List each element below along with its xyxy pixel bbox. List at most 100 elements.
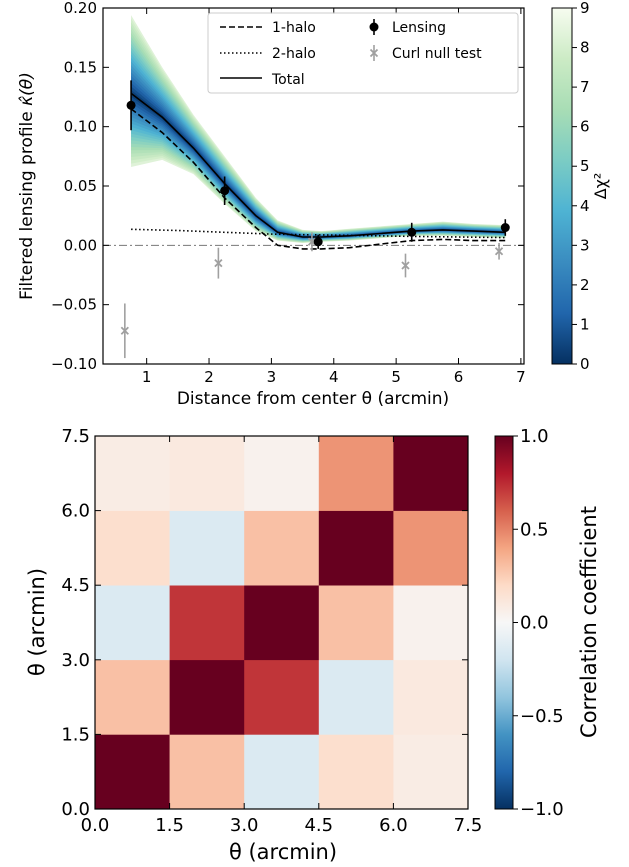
heatmap-cell (244, 734, 320, 810)
lensing-point (220, 186, 230, 196)
legend-box (207, 12, 519, 94)
y-tick-label: −0.10 (51, 355, 97, 373)
colorbar-tick-label: −0.5 (520, 706, 564, 727)
heatmap-cell (169, 659, 245, 735)
y-tick-label: 0.20 (64, 0, 97, 17)
heatmap-cell (95, 659, 170, 735)
x-tick-label: 7.5 (454, 815, 483, 836)
y-axis-label-text: Filtered lensing profile (17, 106, 37, 300)
colorbar-ticks: 0 1 2 3 4 5 6 7 8 9 (572, 0, 590, 373)
band-contour (131, 61, 506, 240)
x-tick-label: 1 (142, 368, 152, 386)
legend-label-total: Total (271, 72, 305, 88)
colorbar-gradient (494, 435, 514, 810)
heatmap-cell (318, 585, 394, 661)
lensing-profile-chart: 1 2 3 4 5 6 7 −0.10 −0.05 0.00 0.05 0.10 0.15 0.20 D… (17, 0, 610, 409)
heatmap-cell (393, 436, 469, 511)
colorbar-tick-label: 6 (580, 118, 590, 136)
x-ticks: 1 2 3 4 5 6 7 (142, 8, 526, 386)
y-tick-label: 0.00 (64, 236, 97, 254)
heatmap-cell (244, 436, 320, 511)
heatmap-cell (393, 585, 469, 661)
y-tick-label: −0.05 (51, 296, 97, 314)
heatmap-cell (95, 510, 170, 586)
y-tick-label: 0.10 (64, 118, 97, 136)
heatmap-cell (169, 734, 245, 810)
band-contour (131, 64, 506, 240)
colorbar-tick-label: 9 (580, 0, 590, 17)
x-ticks: 0.0 1.5 3.0 4.5 6.0 7.5 (81, 436, 483, 836)
heatmap-cell (393, 734, 469, 810)
lensing-point (407, 227, 417, 237)
colorbar-tick-label: 7 (580, 78, 590, 96)
y-tick-label: 6.0 (61, 501, 90, 522)
x-tick-label: 7 (516, 368, 526, 386)
heatmap-cell (169, 510, 245, 586)
heatmap-cell (95, 436, 170, 511)
x-tick-label: 3.0 (230, 815, 259, 836)
heatmap-frame (94, 435, 469, 810)
heatmap-cell (95, 734, 170, 810)
legend-label-2-halo: 2-halo (272, 46, 316, 62)
y-ticks: −0.10 −0.05 0.00 0.05 0.10 0.15 0.20 (51, 0, 524, 373)
x-tick-label: 1.5 (155, 815, 184, 836)
lensing-point (500, 223, 510, 233)
heatmap-cell (393, 510, 469, 586)
y-tick-label: 4.5 (61, 575, 90, 596)
data-points (120, 80, 510, 359)
heatmap-cell (244, 510, 320, 586)
colorbar-tick-label: 1.0 (520, 426, 549, 447)
lensing-point (126, 100, 136, 110)
x-axis-label: θ (arcmin) (229, 840, 337, 864)
heatmap-cell (169, 436, 245, 511)
colorbar-tick-label: −1.0 (520, 799, 564, 820)
heatmap-cell (244, 585, 320, 661)
heatmap-cell (393, 659, 469, 735)
colorbar-tick-label: 2 (580, 276, 590, 294)
colorbar-tick-label: 0.5 (520, 519, 549, 540)
x-tick-label: 3 (267, 368, 277, 386)
x-tick-label: 5 (391, 368, 401, 386)
correlation-matrix-chart: 0.0 1.5 3.0 4.5 6.0 7.5 0.0 1.5 3.0 4.5 6.0 7.5 θ … (25, 426, 601, 864)
heatmap-cell (318, 510, 394, 586)
colorbar-tick-label: 5 (580, 157, 590, 175)
y-tick-label: 7.5 (61, 426, 90, 447)
x-tick-label: 2 (204, 368, 214, 386)
heatmap-cell (244, 659, 320, 735)
colorbar-ticks: −1.0 −0.5 0.0 0.5 1.0 (513, 426, 564, 820)
heatmap-cell (318, 734, 394, 810)
legend-key-curl-cross (369, 48, 379, 58)
legend: 1-halo 2-halo Total Lensing Curl null te… (207, 12, 519, 94)
heatmap-cell (318, 659, 394, 735)
y-tick-label: 0.0 (61, 799, 90, 820)
y-axis-label: θ (arcmin) (25, 568, 49, 676)
band-contour (131, 68, 506, 239)
y-axis-label: Filtered lensing profile κ̂(θ) (17, 72, 37, 300)
heatmap-cells (95, 436, 469, 810)
band-contour (131, 57, 506, 240)
colorbar-label: Correlation coefficient (577, 506, 601, 738)
curl-point (214, 258, 223, 268)
curl-point (120, 326, 129, 335)
y-tick-label: 3.0 (61, 650, 90, 671)
y-tick-label: 0.15 (64, 58, 97, 76)
legend-label-1-halo: 1-halo (272, 20, 316, 36)
colorbar-tick-label: 0.0 (520, 613, 549, 634)
correlation-colorbar: −1.0 −0.5 0.0 0.5 1.0 Correlation coefficien… (494, 426, 601, 820)
y-tick-label: 1.5 (61, 724, 90, 745)
colorbar-tick-label: 0 (580, 355, 590, 373)
curl-point (401, 261, 410, 270)
lensing-point (313, 237, 323, 247)
x-tick-label: 4.5 (304, 815, 333, 836)
legend-key-lensing-dot (369, 22, 379, 32)
heatmap-cell (318, 436, 394, 511)
delta-chi2-colorbar: 0 1 2 3 4 5 6 7 8 9 Δχ² (551, 0, 610, 373)
x-tick-label: 6.0 (379, 815, 408, 836)
curl-point (307, 237, 317, 246)
y-ticks: 0.0 1.5 3.0 4.5 6.0 7.5 (61, 426, 468, 820)
x-tick-label: 0.0 (81, 815, 110, 836)
x-axis-label: Distance from center θ (arcmin) (177, 389, 449, 409)
legend-label-curl: Curl null test (392, 46, 482, 62)
colorbar-tick-label: 8 (580, 39, 590, 57)
